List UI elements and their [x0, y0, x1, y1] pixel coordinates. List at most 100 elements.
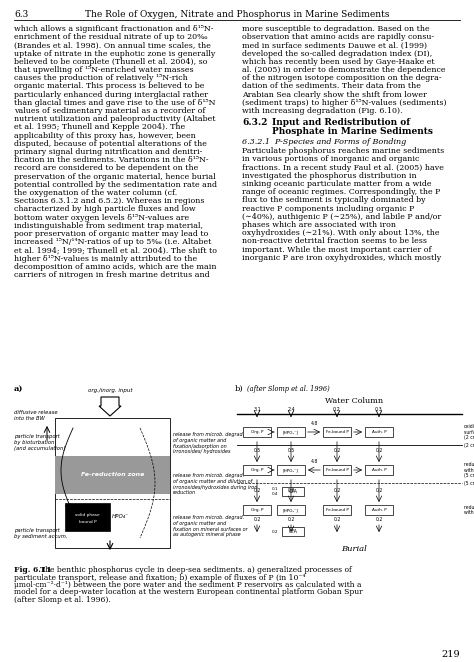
Text: 0.5: 0.5: [287, 448, 295, 453]
Text: the oxygenation of the water column (cf.: the oxygenation of the water column (cf.: [14, 189, 177, 197]
Text: organic material. This process is believed to be: organic material. This process is believ…: [14, 82, 204, 91]
Text: with increasing degradation (Fig. 6.10).: with increasing degradation (Fig. 6.10).: [242, 107, 402, 115]
Text: bottom water oxygen levels δ¹⁵N-values are: bottom water oxygen levels δ¹⁵N-values a…: [14, 214, 189, 222]
Text: fication in the sediments. Variations in the δ¹⁵N-: fication in the sediments. Variations in…: [14, 156, 209, 164]
Text: bound P: bound P: [79, 520, 96, 524]
Text: nutrient utilization and paleoproductivity (Altabet: nutrient utilization and paleoproductivi…: [14, 115, 216, 123]
Text: poor preservation of organic matter may lead to: poor preservation of organic matter may …: [14, 230, 209, 238]
Text: inorganic P are iron oxyhydroxides, which mostly: inorganic P are iron oxyhydroxides, whic…: [242, 254, 441, 261]
Text: 0.2: 0.2: [375, 487, 383, 493]
Text: (2 cm): (2 cm): [464, 442, 474, 448]
Text: et al. 1994; 1999; Thunell et al. 2004). The shift to: et al. 1994; 1999; Thunell et al. 2004).…: [14, 246, 217, 254]
Text: primary signal during nitrification and denitri-: primary signal during nitrification and …: [14, 148, 202, 156]
Text: Org. P: Org. P: [251, 468, 263, 472]
Text: oxidised
surface zone
(2 cm): oxidised surface zone (2 cm): [464, 424, 474, 440]
Text: release from microb. degrad.
of organic matter and
fixation/adsorption on
irrono: release from microb. degrad. of organic …: [173, 432, 244, 454]
Text: CFA: CFA: [289, 529, 298, 534]
Bar: [323, 427, 351, 437]
Text: [HPO₄⁻]: [HPO₄⁻]: [283, 508, 299, 512]
Bar: [323, 505, 351, 515]
Text: 0.2: 0.2: [333, 517, 341, 522]
Bar: [55, 418, 170, 548]
Bar: [243, 465, 271, 475]
Text: release from microb. degrad.
of organic matter and
fixation on mineral surfaces : release from microb. degrad. of organic …: [173, 515, 247, 538]
Text: characterized by high particle fluxes and low: characterized by high particle fluxes an…: [14, 205, 196, 213]
Text: Water Column: Water Column: [326, 397, 383, 405]
Text: 0.2: 0.2: [253, 487, 261, 493]
Text: reduced zone
without bioturbation: reduced zone without bioturbation: [464, 504, 474, 516]
Text: which has recently been used by Gaye-Haake et: which has recently been used by Gaye-Haa…: [242, 58, 435, 66]
Text: range of oceanic regimes. Correspondingly, the P: range of oceanic regimes. Correspondingl…: [242, 188, 440, 196]
Text: 0.2: 0.2: [333, 448, 341, 453]
Text: 0.2: 0.2: [287, 487, 295, 493]
Text: developed the so-called degradation index (DI),: developed the so-called degradation inde…: [242, 50, 432, 58]
Bar: [282, 487, 304, 496]
Text: Fig. 6.11: Fig. 6.11: [14, 566, 52, 574]
Text: 4.8: 4.8: [310, 459, 318, 464]
Text: phases which are associated with iron: phases which are associated with iron: [242, 221, 396, 229]
Text: (∼40%), authigenic P (∼25%), and labile P and/or: (∼40%), authigenic P (∼25%), and labile …: [242, 213, 441, 221]
Text: 6.3.2: 6.3.2: [242, 118, 267, 127]
Bar: [277, 427, 305, 437]
Text: (sediment traps) to higher δ¹⁵N-values (sediments): (sediment traps) to higher δ¹⁵N-values (…: [242, 99, 447, 107]
Text: particle transport
by bioturbation
(and accumulation): particle transport by bioturbation (and …: [14, 434, 65, 451]
Text: 4.8: 4.8: [310, 421, 318, 426]
Text: [HPO₄⁻]: [HPO₄⁻]: [283, 468, 299, 472]
Bar: [323, 465, 351, 475]
Text: Burial: Burial: [342, 545, 367, 553]
Text: 0.2: 0.2: [272, 530, 278, 534]
Text: causes the production of relatively ¹⁵N-rich: causes the production of relatively ¹⁵N-…: [14, 74, 188, 82]
Text: fractions. In a recent study Faul et al. (2005) have: fractions. In a recent study Faul et al.…: [242, 164, 444, 171]
Bar: [365, 427, 393, 437]
Bar: [243, 505, 271, 515]
Text: 0.2: 0.2: [333, 407, 341, 412]
Text: non-reactive detrital fraction seems to be less: non-reactive detrital fraction seems to …: [242, 238, 427, 246]
Text: more susceptible to degradation. Based on the: more susceptible to degradation. Based o…: [242, 25, 429, 33]
Text: reduced zone
with bioturbation
(5 cm)........: reduced zone with bioturbation (5 cm)...…: [464, 461, 474, 479]
Text: applicability of this proxy has, however, been: applicability of this proxy has, however…: [14, 132, 196, 140]
Text: particle transport
by sediment accum.: particle transport by sediment accum.: [14, 528, 67, 539]
Text: indistinguishable from sediment trap material,: indistinguishable from sediment trap mat…: [14, 222, 203, 230]
Text: 0.2: 0.2: [375, 448, 383, 453]
Text: 0.2: 0.2: [375, 517, 383, 522]
Bar: [282, 527, 304, 536]
Text: 2.4: 2.4: [287, 407, 295, 412]
Text: important. While the most important carrier of: important. While the most important carr…: [242, 246, 431, 254]
Text: record are considered to be dependent on the: record are considered to be dependent on…: [14, 164, 198, 172]
Text: 0.5: 0.5: [254, 448, 261, 453]
Text: Auth. P: Auth. P: [372, 468, 386, 472]
Text: dation of the sediments. Their data from the: dation of the sediments. Their data from…: [242, 82, 421, 91]
Text: org./inorg. input: org./inorg. input: [88, 388, 132, 393]
Text: The Role of Oxygen, Nitrate and Phosphorus in Marine Sediments: The Role of Oxygen, Nitrate and Phosphor…: [85, 10, 389, 19]
Text: 0.2: 0.2: [253, 517, 261, 522]
Text: particulate transport, release and fixation; b) example of fluxes of P (in 10⁻⁴: particulate transport, release and fixat…: [14, 573, 306, 581]
Text: et al. 1995; Thunell and Kepple 2004). The: et al. 1995; Thunell and Kepple 2004). T…: [14, 123, 185, 131]
Text: in various portions of inorganic and organic: in various portions of inorganic and org…: [242, 156, 419, 164]
Text: of the nitrogen isotope composition on the degra-: of the nitrogen isotope composition on t…: [242, 74, 441, 82]
Bar: [277, 505, 305, 515]
Text: diffusive release
into the BW: diffusive release into the BW: [14, 410, 58, 421]
Text: disputed, because of potential alterations of the: disputed, because of potential alteratio…: [14, 140, 207, 148]
Bar: [55, 456, 170, 494]
Text: investigated the phosphorus distribution in: investigated the phosphorus distribution…: [242, 172, 417, 180]
Text: CFA: CFA: [289, 489, 298, 494]
Text: increased ¹⁵N/¹⁴N-ratios of up to 5‰ (i.e. Altabet: increased ¹⁵N/¹⁴N-ratios of up to 5‰ (i.…: [14, 238, 211, 246]
Text: Auth. P: Auth. P: [372, 508, 386, 512]
Text: decomposition of amino acids, which are the main: decomposition of amino acids, which are …: [14, 263, 217, 271]
Text: release from microb. degrad.
of organic matter and dilution of
irronoxides/hydro: release from microb. degrad. of organic …: [173, 473, 257, 495]
Text: observation that amino acids are rapidly consu-: observation that amino acids are rapidly…: [242, 33, 434, 41]
Text: b): b): [235, 385, 244, 393]
Text: a): a): [14, 385, 23, 393]
Text: (after Slomp et al. 1996): (after Slomp et al. 1996): [247, 385, 330, 393]
Text: (5 cm)........: (5 cm)........: [464, 481, 474, 485]
Bar: [365, 505, 393, 515]
Text: Phosphate in Marine Sediments: Phosphate in Marine Sediments: [272, 126, 433, 136]
FancyArrow shape: [99, 397, 121, 416]
Text: uptake of nitrate in the euphotic zone is generally: uptake of nitrate in the euphotic zone i…: [14, 50, 215, 58]
Text: sinking oceanic particulate matter from a wide: sinking oceanic particulate matter from …: [242, 180, 431, 188]
Text: 6.3: 6.3: [14, 10, 28, 19]
Text: Particulate phosphorus reaches marine sediments: Particulate phosphorus reaches marine se…: [242, 147, 444, 155]
Text: 0.2: 0.2: [333, 487, 341, 493]
Text: 0.2: 0.2: [287, 517, 295, 522]
Text: 0.3: 0.3: [375, 407, 383, 412]
